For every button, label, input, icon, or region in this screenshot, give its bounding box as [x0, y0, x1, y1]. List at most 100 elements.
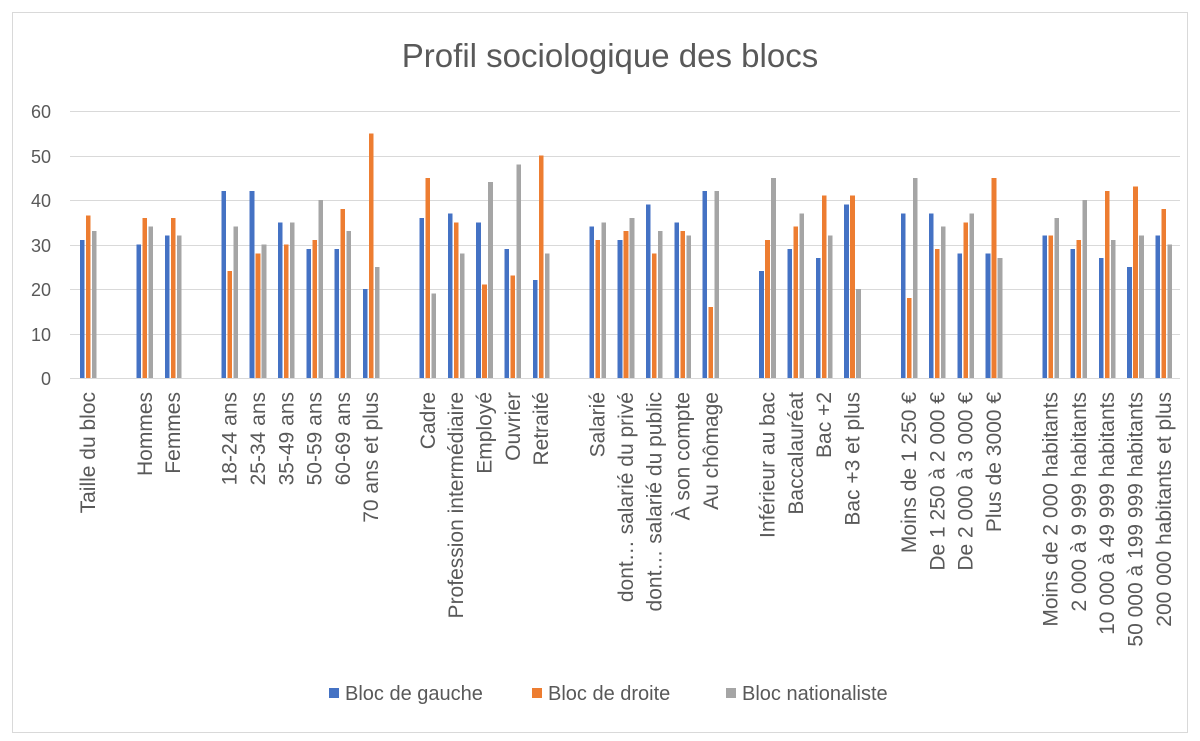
bar-bloc-de-gauche-50-000-a-199-999-habitants — [1127, 266, 1132, 378]
legend: Bloc de gauche Bloc de droite Bloc natio… — [329, 683, 888, 705]
x-tick-label: 35-49 ans — [275, 392, 298, 485]
x-tick-label: Cadre — [417, 392, 440, 449]
bar-bloc-nationaliste-a-son-compte — [686, 235, 691, 378]
bar-bloc-nationaliste-moins-de-2-000-habitants — [1054, 217, 1059, 378]
bar-bloc-de-droite-50-59-ans — [312, 240, 317, 378]
bar-bloc-de-gauche-10-000-a-49-999-habitants — [1098, 257, 1104, 378]
bar-bloc-nationaliste-70-ans-et-plus — [374, 266, 380, 378]
x-tick-label: 70 ans et plus — [360, 392, 383, 523]
legend-item-bloc-de-droite: Bloc de droite — [532, 683, 670, 705]
bar-bloc-nationaliste-baccalaureat — [799, 213, 805, 378]
bar-bloc-de-droite-retraite — [538, 155, 544, 378]
bar-bloc-nationaliste-de-2-000-a-3-000 — [969, 213, 974, 378]
bar-bloc-de-gauche-retraite — [532, 280, 538, 378]
bar-bloc-de-gauche-bac-2 — [815, 257, 821, 378]
bar-bloc-nationaliste-retraite — [544, 253, 550, 378]
bar-bloc-de-droite-baccalaureat — [793, 226, 799, 378]
x-tick-label: Retraité — [530, 392, 553, 466]
x-tick-label: 50-59 ans — [304, 392, 327, 485]
bar-bloc-nationaliste-inferieur-au-bac — [771, 177, 776, 378]
x-tick-label: Moins de 1 250 € — [898, 392, 921, 553]
bar-bloc-de-gauche-dont-salarie-du-prive — [617, 240, 623, 378]
x-tick-label: Inférieur au bac — [757, 392, 780, 538]
bar-bloc-de-droite-plus-de-3000 — [991, 177, 997, 378]
bar-bloc-nationaliste-taille-du-bloc — [91, 231, 97, 378]
bar-bloc-de-droite-35-49-ans — [284, 244, 289, 378]
bar-bloc-de-droite-2-000-a-9-999-habitants — [1076, 240, 1082, 378]
bar-bloc-de-gauche-moins-de-1-250 — [900, 213, 906, 378]
bar-bloc-de-droite-bac-2 — [821, 195, 827, 378]
bar-bloc-de-droite-moins-de-1-250 — [906, 297, 912, 378]
bar-bloc-de-gauche-dont-salarie-du-public — [646, 204, 651, 378]
bar-bloc-de-droite-50-000-a-199-999-habitants — [1133, 186, 1138, 378]
x-tick-label: Femmes — [162, 392, 185, 474]
x-tick-label: De 2 000 à 3 000 € — [955, 392, 978, 571]
bar-bloc-de-droite-employe — [482, 284, 487, 378]
x-tick-label: Taille du bloc — [77, 392, 100, 513]
x-tick-label: Au chômage — [700, 392, 723, 510]
bar-bloc-de-gauche-de-1-250-a-2-000 — [929, 213, 934, 378]
legend-swatch-bloc-nationaliste — [726, 688, 736, 698]
bar-bloc-de-gauche-taille-du-bloc — [79, 240, 85, 378]
bar-bloc-nationaliste-dont-salarie-du-public — [658, 231, 663, 378]
y-tick-label: 0 — [41, 369, 51, 389]
x-tick-label: 2 000 à 9 999 habitants — [1068, 392, 1091, 612]
x-tick-label: 60-69 ans — [332, 392, 355, 485]
bar-bloc-de-gauche-salarie — [589, 226, 594, 378]
bar-bloc-de-gauche-35-49-ans — [278, 222, 283, 378]
bar-bloc-nationaliste-200-000-habitants-et-plus — [1167, 244, 1173, 378]
legend-label-bloc-de-gauche: Bloc de gauche — [345, 683, 483, 705]
bar-bloc-de-gauche-profession-intermediaire — [447, 213, 453, 378]
bar-bloc-de-gauche-employe — [476, 222, 481, 378]
bar-bloc-nationaliste-au-chomage — [714, 191, 720, 378]
x-tick-label: Hommes — [134, 392, 157, 476]
bar-bloc-de-droite-ouvrier — [510, 275, 516, 378]
x-tick-label: À son compte — [672, 392, 695, 520]
y-tick-label: 20 — [31, 280, 51, 300]
bar-bloc-nationaliste-2-000-a-9-999-habitants — [1082, 200, 1088, 378]
bar-bloc-de-droite-a-son-compte — [680, 231, 685, 378]
legend-item-bloc-de-gauche: Bloc de gauche — [329, 683, 483, 705]
bar-bloc-de-gauche-baccalaureat — [787, 248, 793, 378]
bar-bloc-de-gauche-femmes — [164, 235, 170, 378]
y-tick-label: 30 — [31, 236, 51, 256]
bar-bloc-nationaliste-profession-intermediaire — [459, 253, 465, 378]
bar-bloc-de-gauche-50-59-ans — [306, 248, 311, 378]
x-tick-label: dont… salarié du privé — [615, 392, 638, 602]
bar-bloc-de-gauche-a-son-compte — [674, 222, 679, 378]
bar-bloc-de-droite-au-chomage — [708, 306, 714, 378]
bar-bloc-de-gauche-de-2-000-a-3-000 — [957, 253, 962, 378]
bar-bloc-de-droite-cadre — [425, 177, 431, 378]
x-tick-label: Plus de 3000 € — [983, 392, 1006, 532]
bar-bloc-nationaliste-dont-salarie-du-prive — [629, 217, 635, 378]
x-tick-label: 50 000 à 199 999 habitants — [1125, 392, 1148, 647]
y-tick-label: 10 — [31, 325, 51, 345]
bar-bloc-nationaliste-hommes — [148, 226, 154, 378]
bar-bloc-de-gauche-moins-de-2-000-habitants — [1042, 235, 1047, 378]
bar-bloc-nationaliste-bac-2 — [827, 235, 833, 378]
x-tick-label: De 1 250 à 2 000 € — [926, 392, 949, 571]
y-tick-label: 60 — [31, 102, 51, 122]
x-tick-label: Salarié — [587, 392, 610, 457]
bar-bloc-de-droite-moins-de-2-000-habitants — [1048, 235, 1053, 378]
x-tick-label: 25-34 ans — [247, 392, 270, 485]
bar-bloc-de-droite-dont-salarie-du-prive — [623, 231, 629, 378]
bar-bloc-de-droite-de-2-000-a-3-000 — [963, 222, 968, 378]
bar-bloc-de-gauche-200-000-habitants-et-plus — [1155, 235, 1161, 378]
bar-bloc-de-droite-taille-du-bloc — [85, 215, 91, 378]
bar-bloc-nationaliste-ouvrier — [516, 164, 522, 378]
x-tick-label: Bac +3 et plus — [842, 392, 865, 526]
bar-bloc-de-gauche-inferieur-au-bac — [759, 271, 764, 378]
bar-bloc-de-droite-hommes — [142, 217, 148, 378]
bar-bloc-de-gauche-plus-de-3000 — [985, 253, 991, 378]
bar-marks — [79, 133, 1173, 378]
bar-bloc-de-droite-femmes — [170, 217, 176, 378]
bar-bloc-nationaliste-plus-de-3000 — [997, 257, 1003, 378]
bar-bloc-de-droite-profession-intermediaire — [453, 222, 459, 378]
bar-bloc-de-gauche-hommes — [136, 244, 142, 378]
bar-bloc-nationaliste-25-34-ans — [261, 244, 267, 378]
bar-bloc-de-gauche-cadre — [419, 217, 425, 378]
legend-label-bloc-de-droite: Bloc de droite — [548, 683, 670, 705]
bar-bloc-de-gauche-bac-3-et-plus — [844, 204, 849, 378]
bar-bloc-de-gauche-60-69-ans — [334, 248, 340, 378]
